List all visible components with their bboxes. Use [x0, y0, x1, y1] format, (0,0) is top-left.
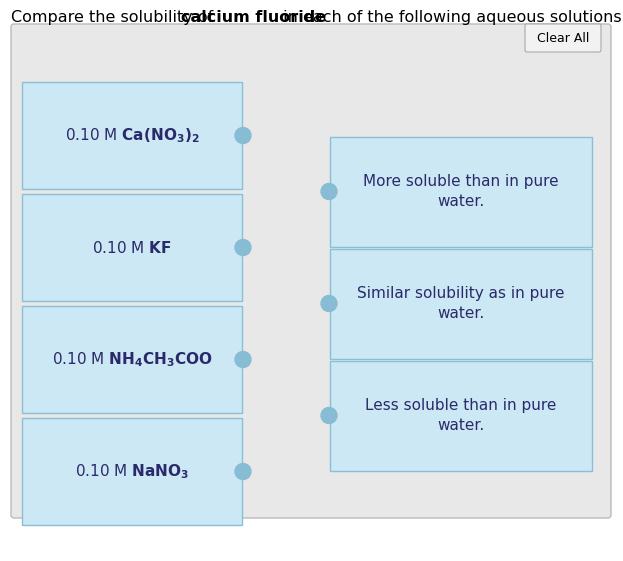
Text: calcium fluoride: calcium fluoride: [181, 10, 326, 25]
Circle shape: [321, 407, 337, 424]
Circle shape: [235, 352, 251, 367]
FancyBboxPatch shape: [330, 136, 592, 246]
Circle shape: [235, 240, 251, 255]
FancyBboxPatch shape: [525, 24, 601, 52]
FancyBboxPatch shape: [22, 194, 242, 301]
Text: 0.10 M $\mathbf{KF}$: 0.10 M $\mathbf{KF}$: [92, 240, 172, 255]
Circle shape: [235, 463, 251, 480]
FancyBboxPatch shape: [330, 361, 592, 471]
Text: in each of the following aqueous solutions:: in each of the following aqueous solutio…: [278, 10, 623, 25]
FancyBboxPatch shape: [22, 418, 242, 525]
Text: 0.10 M $\mathbf{Ca(NO_3)_2}$: 0.10 M $\mathbf{Ca(NO_3)_2}$: [65, 126, 199, 145]
FancyBboxPatch shape: [11, 24, 611, 518]
Text: Similar solubility as in pure
water.: Similar solubility as in pure water.: [357, 286, 565, 321]
Circle shape: [235, 127, 251, 144]
FancyBboxPatch shape: [330, 249, 592, 358]
Text: 0.10 M $\mathbf{NH_4CH_3COO}$: 0.10 M $\mathbf{NH_4CH_3COO}$: [52, 350, 212, 369]
FancyBboxPatch shape: [22, 82, 242, 189]
FancyBboxPatch shape: [22, 306, 242, 413]
Circle shape: [321, 183, 337, 200]
Text: 0.10 M $\mathbf{NaNO_3}$: 0.10 M $\mathbf{NaNO_3}$: [75, 462, 189, 481]
Text: Clear All: Clear All: [537, 31, 589, 44]
Text: More soluble than in pure
water.: More soluble than in pure water.: [363, 174, 559, 209]
Text: Compare the solubility of: Compare the solubility of: [11, 10, 219, 25]
Circle shape: [321, 296, 337, 311]
Text: Less soluble than in pure
water.: Less soluble than in pure water.: [365, 398, 557, 433]
